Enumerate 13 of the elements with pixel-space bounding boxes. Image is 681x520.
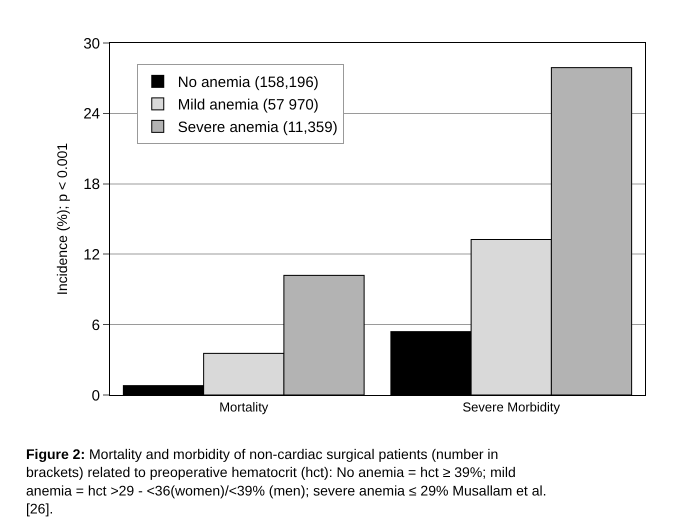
caption: Figure 2: Mortality and morbidity of non-cardiac surgical patients (number in brackets) related to preoperative hematocrit (hct): No anemia = hct ≥ 39%; mild anemia = hct >29 - <36(women)/<39% (men); severe anemia ≤ 29% Musallam et al. [26]. (26, 446, 546, 517)
legend-label: Mild anemia (57 970) (178, 96, 319, 114)
legend-label: Severe anemia (11,359) (178, 119, 338, 136)
y-tick-label: 30 (83, 35, 100, 52)
y-tick-label: 24 (83, 106, 100, 123)
legend-label: No anemia (158,196) (178, 74, 319, 92)
y-axis-title: Incidence (%); p < 0.001 (54, 142, 70, 296)
y-tick-label: 18 (83, 176, 100, 194)
y-tick-label: 0 (92, 387, 100, 404)
y-tick-label: 12 (83, 246, 100, 264)
x-tick-label: Mortality (219, 400, 269, 415)
x-tick-label: Severe Morbidity (462, 400, 561, 415)
y-tick-label: 6 (92, 316, 100, 334)
